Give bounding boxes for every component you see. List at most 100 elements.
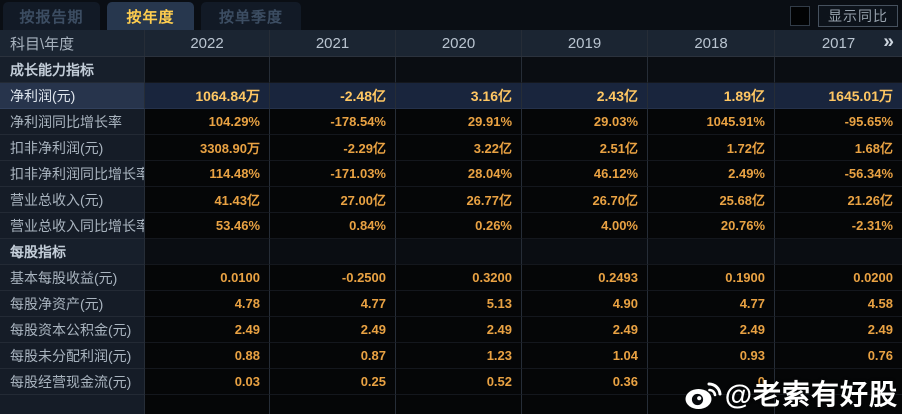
- year-header-label: 2021: [315, 34, 350, 52]
- value-cell: 26.70亿: [522, 187, 648, 213]
- indicator-label: 每股资本公积金(元): [0, 317, 145, 343]
- year-header-label: 2018: [694, 34, 728, 52]
- value-cell: 3.22亿: [396, 135, 522, 161]
- indicator-label: 营业总收入同比增长率: [0, 213, 145, 239]
- value-cell: 0.76: [775, 343, 902, 369]
- value-cell: [270, 395, 396, 414]
- tab-by-report-period[interactable]: 按报告期: [3, 2, 100, 30]
- value-cell: 4.77: [270, 291, 396, 317]
- value-cell: 4.58: [775, 291, 902, 317]
- value-cell: 26.77亿: [396, 187, 522, 213]
- value-cell: 1645.01万: [775, 83, 902, 109]
- value-cell: 3.16亿: [396, 83, 522, 109]
- show-yoy-checkbox[interactable]: [790, 6, 810, 26]
- indicator-label: 每股净资产(元): [0, 291, 145, 317]
- indicator-label: [0, 395, 145, 414]
- year-header-2018[interactable]: 2018: [648, 30, 775, 56]
- value-cell: 25.68亿: [648, 187, 775, 213]
- value-cell: [648, 239, 775, 265]
- value-cell: [648, 395, 775, 414]
- value-cell: 1.72亿: [648, 135, 775, 161]
- value-cell: 1064.84万: [145, 83, 270, 109]
- value-cell: [396, 395, 522, 414]
- value-cell: [396, 239, 522, 265]
- value-cell: 4.78: [145, 291, 270, 317]
- table-row-data[interactable]: 营业总收入同比增长率 53.46% 0.84% 0.26% 4.00% 20.76% -2.…: [0, 213, 902, 239]
- value-cell: -95.65%: [775, 109, 902, 135]
- year-header-2020[interactable]: 2020: [396, 30, 522, 56]
- year-header-2022[interactable]: 2022: [145, 30, 270, 56]
- period-tabbar: 按报告期 按年度 按单季度 显示同比: [0, 0, 902, 30]
- value-cell: 5.13: [396, 291, 522, 317]
- value-cell: -0.2500: [270, 265, 396, 291]
- value-cell: [648, 57, 775, 83]
- tab-by-quarter[interactable]: 按单季度: [201, 2, 301, 30]
- corner-header: 科目\年度: [0, 30, 145, 56]
- value-cell: 29.91%: [396, 109, 522, 135]
- value-cell: 3308.90万: [145, 135, 270, 161]
- value-cell: 27.00亿: [270, 187, 396, 213]
- year-header-2017[interactable]: 2017 »: [775, 30, 902, 56]
- table-row-data[interactable]: 每股资本公积金(元) 2.49 2.49 2.49 2.49 2.49 2.49: [0, 317, 902, 343]
- year-header-2019[interactable]: 2019: [522, 30, 648, 56]
- value-cell: 2.43亿: [522, 83, 648, 109]
- value-cell: [522, 395, 648, 414]
- table-row-highlight[interactable]: 净利润(元) 1064.84万 -2.48亿 3.16亿 2.43亿 1.89亿 1645.…: [0, 83, 902, 109]
- value-cell: [775, 57, 902, 83]
- more-years-icon[interactable]: »: [883, 31, 894, 53]
- value-cell: 0.52: [396, 369, 522, 395]
- value-cell: 20.76%: [648, 213, 775, 239]
- value-cell: -178.54%: [270, 109, 396, 135]
- table-header-row: 科目\年度 2022 2021 2020 2019 2018 2017 »: [0, 30, 902, 57]
- table-row-data[interactable]: 每股净资产(元) 4.78 4.77 5.13 4.90 4.77 4.58: [0, 291, 902, 317]
- value-cell: 2.49: [270, 317, 396, 343]
- value-cell: 2.49: [522, 317, 648, 343]
- value-cell: 1045.91%: [648, 109, 775, 135]
- table-row-data[interactable]: 每股经营现金流(元) 0.03 0.25 0.52 0.36 0: [0, 369, 902, 395]
- value-cell: 2.49: [396, 317, 522, 343]
- value-cell: 1.68亿: [775, 135, 902, 161]
- value-cell: 28.04%: [396, 161, 522, 187]
- value-cell: 29.03%: [522, 109, 648, 135]
- table-row-data[interactable]: 每股未分配利润(元) 0.88 0.87 1.23 1.04 0.93 0.76: [0, 343, 902, 369]
- value-cell: 0.25: [270, 369, 396, 395]
- table-body: 成长能力指标 净利润(元) 1064.84万 -2.48亿 3.16亿 2.43亿 1.89…: [0, 57, 902, 414]
- value-cell: [775, 369, 902, 395]
- value-cell: [775, 239, 902, 265]
- indicator-label: 营业总收入(元): [0, 187, 145, 213]
- table-row-section[interactable]: 每股指标: [0, 239, 902, 265]
- table-row-data[interactable]: 营业总收入(元) 41.43亿 27.00亿 26.77亿 26.70亿 25.68亿 21…: [0, 187, 902, 213]
- table-row-section[interactable]: 成长能力指标: [0, 57, 902, 83]
- value-cell: 1.04: [522, 343, 648, 369]
- value-cell: 0.3200: [396, 265, 522, 291]
- value-cell: 1.23: [396, 343, 522, 369]
- tab-by-year[interactable]: 按年度: [107, 2, 194, 30]
- value-cell: 0.1900: [648, 265, 775, 291]
- value-cell: 4.77: [648, 291, 775, 317]
- value-cell: 2.49: [145, 317, 270, 343]
- indicator-label: 每股未分配利润(元): [0, 343, 145, 369]
- year-header-2021[interactable]: 2021: [270, 30, 396, 56]
- value-cell: [522, 57, 648, 83]
- value-cell: 0: [648, 369, 775, 395]
- value-cell: 0.88: [145, 343, 270, 369]
- value-cell: 0.84%: [270, 213, 396, 239]
- table-row-data[interactable]: 扣非净利润(元) 3308.90万 -2.29亿 3.22亿 2.51亿 1.72亿 1.6…: [0, 135, 902, 161]
- table-row-data[interactable]: 净利润同比增长率 104.29% -178.54% 29.91% 29.03% 1045.…: [0, 109, 902, 135]
- value-cell: 41.43亿: [145, 187, 270, 213]
- value-cell: 0.36: [522, 369, 648, 395]
- year-header-label: 2017: [821, 34, 856, 52]
- value-cell: 4.00%: [522, 213, 648, 239]
- value-cell: [145, 395, 270, 414]
- value-cell: 21.26亿: [775, 187, 902, 213]
- table-row-data[interactable]: 基本每股收益(元) 0.0100 -0.2500 0.3200 0.2493 0.1900…: [0, 265, 902, 291]
- section-label: 成长能力指标: [0, 57, 145, 83]
- value-cell: [145, 57, 270, 83]
- value-cell: -2.29亿: [270, 135, 396, 161]
- indicator-label: 扣非净利润(元): [0, 135, 145, 161]
- value-cell: 4.90: [522, 291, 648, 317]
- table-row-data[interactable]: 扣非净利润同比增长率 114.48% -171.03% 28.04% 46.12% 2.4…: [0, 161, 902, 187]
- value-cell: 114.48%: [145, 161, 270, 187]
- show-yoy-button[interactable]: 显示同比: [818, 5, 898, 27]
